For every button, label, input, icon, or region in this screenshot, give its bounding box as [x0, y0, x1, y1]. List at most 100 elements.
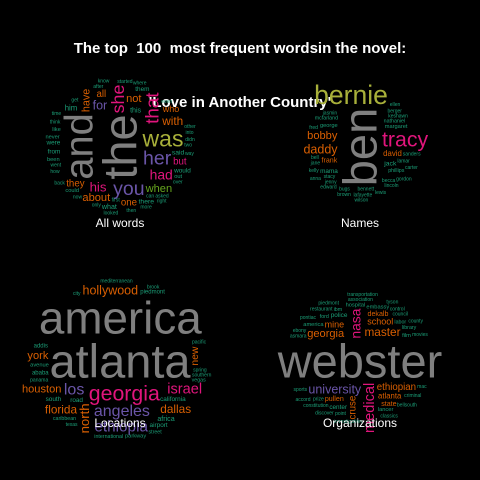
word-texas: texas [66, 422, 78, 428]
word-state: state [381, 400, 396, 408]
word-criminal: criminal [404, 393, 421, 399]
word-becca: becca [382, 178, 396, 184]
word-there: there [139, 199, 155, 206]
wordcloud-locations: atlantaamericageorgiaangeleslosethiopiai… [22, 278, 212, 440]
word-labor: labor [394, 319, 406, 325]
word-then: then [126, 208, 136, 214]
word-him: him [65, 103, 78, 112]
word-out: out [174, 174, 182, 180]
word-dallas: dallas [160, 402, 191, 416]
word-asmara: asmara [290, 333, 307, 339]
word-like: like [52, 127, 61, 133]
word-them: them [135, 86, 149, 93]
word-not: not [126, 93, 141, 105]
word-two: two [184, 142, 192, 148]
word-only: only [92, 203, 102, 209]
word-looked: looked [104, 211, 119, 217]
word-jane: jane [310, 161, 321, 167]
word-right: right [157, 199, 167, 205]
word-gordon: gordon [396, 176, 412, 182]
word-david: david [383, 149, 402, 158]
word-brown: brown [337, 192, 351, 198]
word-fred: fred [309, 125, 318, 131]
word-berger: berger [387, 109, 402, 115]
word-one: one [121, 197, 137, 208]
word-mama: mama [320, 168, 338, 175]
word-ebony: ebony [293, 328, 307, 334]
word-who: who [162, 104, 180, 114]
word-can: can [146, 193, 154, 199]
word-control: control [390, 307, 405, 313]
word-how: how [50, 169, 60, 175]
word-constitution: constitution [303, 403, 329, 409]
word-more: more [140, 205, 152, 211]
word-international: international [94, 434, 123, 440]
word-vegas: vegas [192, 378, 206, 384]
word-when: when [145, 183, 173, 195]
word-for: for [93, 99, 108, 113]
word-cruse: cruse [347, 396, 358, 420]
word-film: film [402, 333, 411, 339]
word-ellen: ellen [390, 102, 401, 108]
word-tyson: tyson [386, 299, 398, 305]
word-get: get [71, 98, 79, 104]
panel-names: ben bernie tracy daddy bobby david frank jack ma… [240, 44, 480, 254]
panel-all-words: the and was her you that she had his for with about… [0, 44, 240, 254]
word-anna: anna [310, 176, 321, 182]
word-dekalb: dekalb [368, 310, 389, 318]
word-had: had [150, 167, 173, 183]
word-center: center [329, 404, 348, 411]
word-houston: houston [22, 384, 61, 396]
chart-title-line-2: 'Love in Another Country' [148, 94, 332, 111]
word-lancer: lancer [378, 407, 394, 413]
word-ben: ben [334, 108, 387, 186]
word-wilson: wilson [354, 197, 368, 203]
word-other: other [184, 124, 196, 130]
chart-title: The top 100 most frequent wordsin the no… [0, 4, 480, 130]
word-avenue: avenue [30, 362, 49, 368]
word-first: first [112, 198, 121, 204]
word-have: have [80, 89, 92, 112]
word-said: said [172, 149, 185, 156]
word-sanders: sanders [403, 151, 421, 157]
word-airport: airport [150, 422, 168, 429]
word-nasa: nasa [348, 308, 364, 338]
word-discover: discover [315, 410, 334, 416]
word-jasmin: jasmin [322, 111, 338, 117]
word-bugs: bugs [339, 186, 350, 192]
word-frank: frank [322, 157, 338, 165]
word-would: would [173, 167, 191, 174]
word-pullen: pullen [325, 395, 344, 403]
word-after: after [93, 84, 103, 90]
word-they: they [66, 179, 84, 190]
word-mcfarland: mcfarland [315, 116, 338, 122]
word-embassy: embassy [366, 305, 389, 311]
word-into: into [185, 130, 193, 136]
word-way: way [185, 151, 194, 157]
word-israel: israel [167, 382, 202, 398]
word-bellsouth: bellsouth [397, 402, 417, 408]
word-jenny: jenny [324, 180, 337, 186]
word-think: think [50, 120, 61, 126]
word-street: street [148, 430, 162, 436]
word-city: city [73, 291, 81, 297]
word-about: about [82, 192, 110, 204]
word-margaret: margaret [385, 124, 408, 130]
word-his: his [90, 179, 107, 194]
word-with: with [161, 114, 183, 128]
word-stacy: stacy [324, 174, 336, 180]
word-georgia: georgia [307, 328, 345, 340]
word-medical: medical [362, 383, 378, 433]
word-angeles: angeles [94, 403, 150, 420]
word-didn: didn [185, 137, 195, 143]
word-lincoln: lincoln [384, 183, 398, 189]
word-accord: accord [295, 397, 310, 403]
word-phillips: phillips [388, 168, 405, 174]
word-webster: webster [277, 335, 443, 388]
panel-organizations: webster medical nasa university master georgi… [240, 258, 480, 468]
word-los: los [64, 381, 84, 398]
chart-title-line-1: The top 100 most frequent wordsin the no… [73, 40, 407, 57]
word-new: new [190, 346, 201, 366]
caption-organizations: Organizations [322, 416, 398, 430]
